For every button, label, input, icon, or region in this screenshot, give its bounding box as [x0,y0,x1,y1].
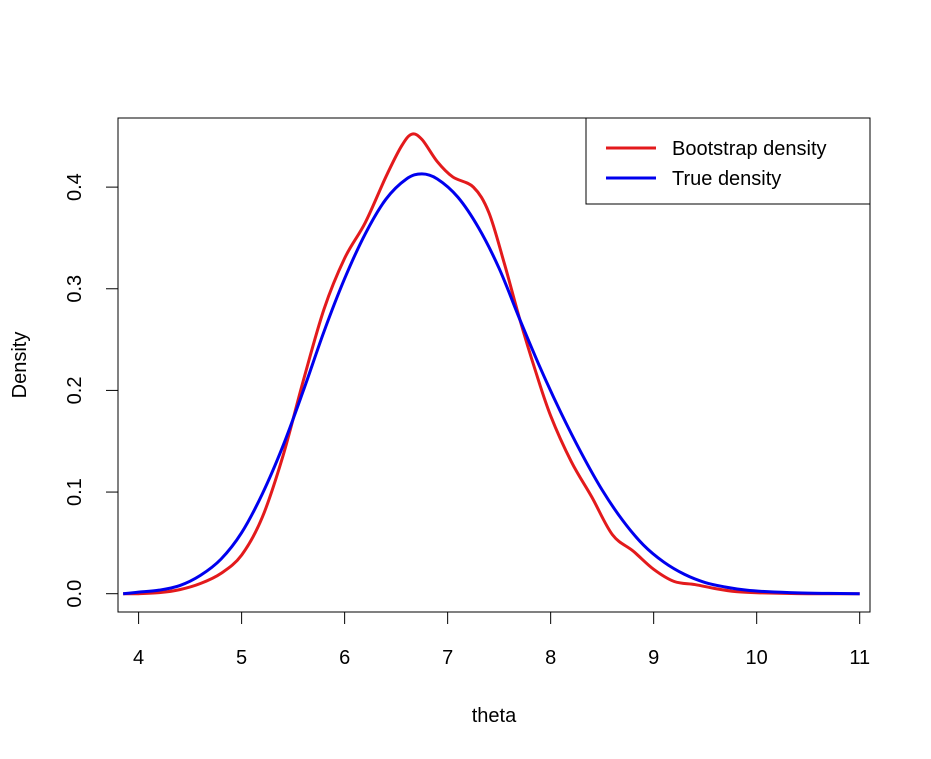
legend: Bootstrap density True density [585,117,871,205]
legend-label-bootstrap: Bootstrap density [672,138,827,160]
y-tick-label: 0.0 [64,580,86,608]
y-axis: 0.0 0.1 0.2 0.3 0.4 [64,173,119,608]
x-axis-title: theta [472,705,517,727]
x-axis: 4 5 6 7 8 9 10 11 [133,611,870,669]
x-tick-label: 4 [133,647,144,669]
legend-box [585,117,871,205]
x-tick-label: 5 [236,647,247,669]
x-tick-label: 9 [648,647,659,669]
series-line-bootstrap [123,132,860,596]
y-axis-title: Density [9,332,31,399]
x-tick-label: 11 [849,647,870,669]
series-layer [123,132,860,596]
x-tick-label: 8 [545,647,556,669]
y-tick-label: 0.1 [64,478,86,506]
y-tick-label: 0.3 [64,275,86,303]
y-tick-label: 0.4 [64,173,86,201]
x-tick-label: 6 [339,647,350,669]
x-tick-label: 7 [442,647,453,669]
x-tick-label: 10 [746,647,768,669]
series-line-true [123,172,860,596]
legend-label-true: True density [672,168,781,190]
y-tick-label: 0.2 [64,377,86,405]
